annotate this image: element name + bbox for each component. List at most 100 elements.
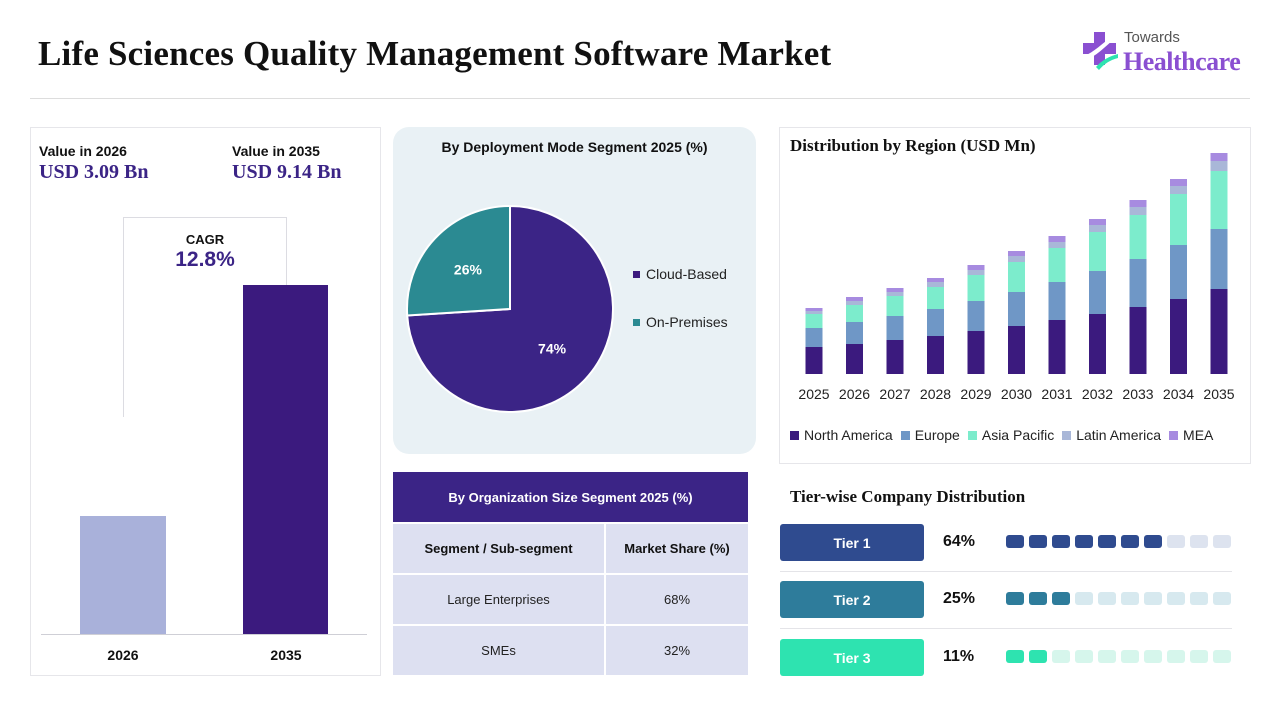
organization-table: By Organization Size Segment 2025 (%) Se… [393, 472, 748, 675]
brand-line2: Healthcare [1123, 47, 1241, 76]
pie-slice-on-premises [406, 204, 511, 317]
tier-row-2: Tier 2 25% [780, 581, 1240, 629]
region-title: Distribution by Region (USD Mn) [790, 136, 1036, 155]
tier-2-badge: Tier 2 [780, 581, 924, 618]
bar-segment-mea [1210, 153, 1228, 161]
legend-label: On-Premises [646, 314, 728, 330]
meter-square-filled [1006, 535, 1024, 548]
x-tick-label: 2029 [960, 386, 991, 402]
bar-segment-north-america [927, 336, 944, 374]
bar-segment-asia-pacific [1129, 215, 1147, 259]
tier-1-badge: Tier 1 [780, 524, 924, 561]
meter-square-empty [1213, 650, 1231, 663]
row-share: 32% [663, 643, 691, 658]
bar-segment-asia-pacific [1210, 171, 1228, 229]
row-segment: SMEs [393, 626, 606, 675]
legend-swatch [967, 430, 977, 440]
value-2026-label: Value in 2026 [39, 143, 127, 159]
deployment-panel: By Deployment Mode Segment 2025 (%) 74% 2… [393, 127, 756, 454]
meter-square-empty [1075, 592, 1093, 605]
meter-square-filled [1098, 535, 1116, 548]
bar-segment-mea [1048, 236, 1066, 242]
meter-square-filled [1144, 535, 1162, 548]
region-panel: Distribution by Region (USD Mn) 2025 2026… [779, 127, 1251, 464]
legend-label: MEA [1183, 427, 1214, 443]
bar-segment-mea [1008, 251, 1025, 256]
bar-segment-europe [846, 322, 863, 344]
bar-segment-asia-pacific [1048, 248, 1066, 282]
tier-2-percent: 25% [943, 590, 976, 607]
bar-segment-asia-pacific [927, 287, 944, 309]
bar-segment-latin-america [967, 270, 985, 275]
legend-label: Cloud-Based [646, 266, 727, 282]
meter-square-filled [1052, 592, 1070, 605]
bar-segment-asia-pacific [805, 314, 823, 328]
bar-2026 [80, 516, 166, 634]
bar-segment-europe [1089, 271, 1106, 314]
bar-segment-mea [1089, 219, 1106, 225]
meter-square-filled [1006, 650, 1024, 663]
meter-square-empty [1144, 592, 1162, 605]
bar-segment-latin-america [1129, 207, 1147, 215]
legend-swatch [1169, 430, 1179, 440]
meter-square-empty [1121, 592, 1139, 605]
x-tick-label: 2030 [1001, 386, 1032, 402]
value-2035: USD 9.14 Bn [232, 161, 342, 183]
brand-line1: Towards [1124, 29, 1180, 46]
bar-segment-latin-america [1170, 186, 1187, 194]
bar-segment-asia-pacific [1008, 262, 1025, 292]
meter-square-empty [1190, 592, 1208, 605]
x-tick-label: 2031 [1041, 386, 1072, 402]
bar-segment-north-america [1170, 299, 1187, 374]
meter-square-empty [1167, 592, 1185, 605]
bar-segment-mea [967, 265, 985, 270]
legend-on-premises: On-Premises [633, 314, 728, 330]
bar-segment-north-america [967, 331, 985, 374]
bar-segment-mea [1129, 200, 1147, 207]
meter-square-empty [1167, 650, 1185, 663]
bar-2035 [243, 285, 328, 634]
table-title: By Organization Size Segment 2025 (%) [393, 472, 748, 522]
bar-segment-europe [1048, 282, 1066, 320]
row-share: 68% [663, 592, 691, 607]
bar-segment-mea [1170, 179, 1187, 186]
bar-segment-mea [846, 297, 863, 301]
bar-segment-north-america [886, 340, 904, 374]
brand-logo: Towards Healthcare [1080, 28, 1260, 78]
x-tick-label: 2033 [1122, 386, 1153, 402]
pie-data-label: 74% [538, 340, 567, 356]
region-legend: North America Europe Asia Pacific Latin … [790, 427, 1213, 443]
legend-mea: MEA [1169, 427, 1213, 443]
x-tick-label: 2035 [270, 647, 302, 663]
legend-swatch [900, 430, 910, 440]
bar-segment-mea [927, 278, 944, 282]
x-tick-label: 2034 [1163, 386, 1194, 402]
bar-segment-europe [967, 301, 985, 331]
header-segment: Segment / Sub-segment [393, 524, 606, 573]
table-row: Large Enterprises 68% [393, 573, 748, 624]
legend-swatch [1062, 430, 1072, 440]
bar-segment-europe [1129, 259, 1147, 307]
legend-label: North America [804, 427, 893, 443]
bar-segment-europe [1170, 245, 1187, 299]
table-header-row: Segment / Sub-segment Market Share (%) [393, 522, 748, 573]
legend-cloud-based: Cloud-Based [633, 266, 727, 282]
tier-3-percent: 11% [943, 648, 975, 665]
bar-segment-europe [886, 316, 904, 340]
meter-square-filled [1029, 592, 1047, 605]
tier-row-1: Tier 1 64% [780, 524, 1240, 572]
page-title: Life Sciences Quality Management Softwar… [38, 34, 832, 73]
legend-label: Europe [914, 427, 960, 443]
title-divider [30, 98, 1250, 99]
meter-square-empty [1213, 592, 1231, 605]
cagr-label: CAGR [185, 232, 225, 247]
cagr-value: 12.8% [175, 248, 235, 271]
bar-segment-mea [886, 288, 904, 292]
x-tick-label: 2026 [107, 647, 139, 663]
bar-segment-europe [927, 309, 944, 336]
region-stacked-chart: 2025 2026 2027 2028 2029 2030 2031 2032 2033 2034… [798, 153, 1235, 402]
value-2035-label: Value in 2035 [232, 143, 320, 159]
legend-asia-pacific: Asia Pacific [967, 427, 1054, 443]
bar-segment-north-america [1089, 314, 1106, 374]
legend-north-america: North America [790, 427, 893, 443]
